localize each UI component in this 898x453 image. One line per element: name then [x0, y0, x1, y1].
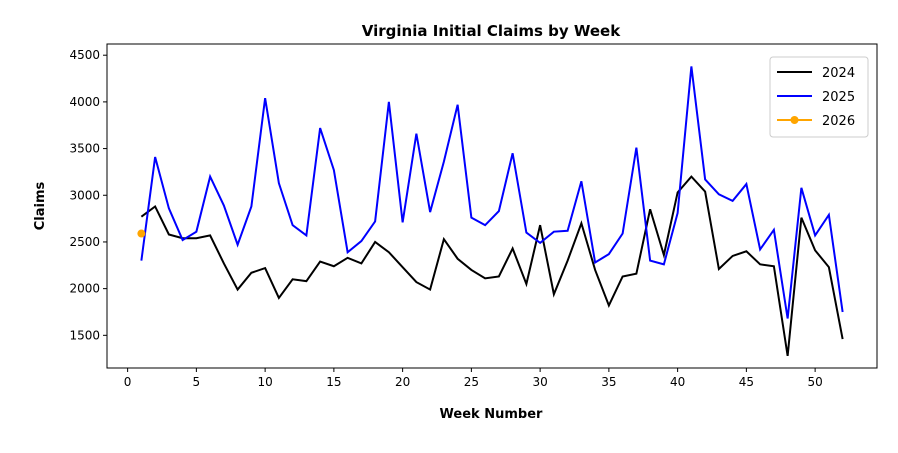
y-tick-label: 4500: [69, 48, 100, 62]
x-tick-label: 50: [807, 375, 822, 389]
x-axis-label: Week Number: [440, 407, 543, 422]
y-tick-label: 1500: [69, 328, 100, 342]
x-tick-label: 30: [532, 375, 547, 389]
legend-label-2025: 2025: [822, 90, 855, 105]
legend-label-2024: 2024: [822, 66, 855, 81]
x-tick-label: 5: [193, 375, 201, 389]
x-tick-label: 0: [124, 375, 132, 389]
chart-title: Virginia Initial Claims by Week: [362, 22, 621, 40]
series-line-2024: [140, 175, 844, 357]
x-tick-label: 15: [326, 375, 341, 389]
legend-marker-2026: [790, 116, 799, 124]
y-tick-label: 3000: [69, 188, 100, 202]
y-tick-label: 2500: [69, 235, 100, 249]
plot-frame: [106, 43, 878, 369]
x-tick-label: 40: [670, 375, 685, 389]
x-tick-label: 45: [739, 375, 754, 389]
x-tick-label: 20: [395, 375, 410, 389]
x-tick-label: 35: [601, 375, 616, 389]
series-line-2025: [140, 66, 844, 319]
legend: 2024 2025 2026: [769, 56, 869, 138]
legend-label-2026: 2026: [822, 114, 855, 129]
y-tick-label: 2000: [69, 282, 100, 296]
y-tick-label: 4000: [69, 95, 100, 109]
series-point-2026: [137, 229, 146, 238]
x-tick-label: 10: [257, 375, 272, 389]
x-tick-label: 25: [464, 375, 479, 389]
y-tick-label: 3500: [69, 142, 100, 156]
y-axis-label: Claims: [33, 181, 48, 230]
